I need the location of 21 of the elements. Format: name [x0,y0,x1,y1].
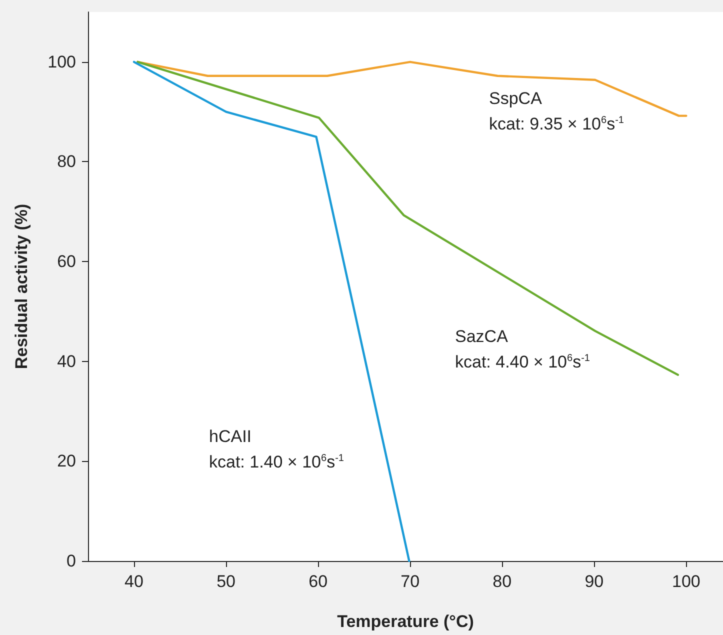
x-tick-label: 100 [672,572,700,591]
x-axis-title: Temperature (°C) [337,612,474,631]
annotation: hCAII kcat: 1.40 × 10$^{6}$s$^{-1}$ [209,426,344,474]
y-axis-title: Residual activity (%) [12,204,31,370]
line-series [136,60,680,376]
line-series [132,60,410,562]
annotation: SspCA kcat: 9.35 × 10$^{6}$s$^{-1}$ [489,88,624,136]
x-tick-label: 60 [308,572,328,591]
line-series [136,60,688,117]
y-tick-label: 100 [48,52,76,72]
y-tick-label: 0 [66,552,76,570]
y-tick-label: 40 [57,352,76,371]
y-tick-label: 80 [57,152,76,172]
x-tick-label: 70 [400,572,420,591]
y-tick-label: 20 [57,452,76,471]
x-tick-label: 40 [124,572,144,591]
x-tick-label: 90 [584,572,604,591]
annotation: SazCA kcat: 4.40 × 10$^{6}$s$^{-1}$ [455,326,590,374]
x-tick-label: 80 [492,572,512,591]
y-tick-label: 60 [57,252,76,272]
x-tick-label: 50 [216,572,236,591]
